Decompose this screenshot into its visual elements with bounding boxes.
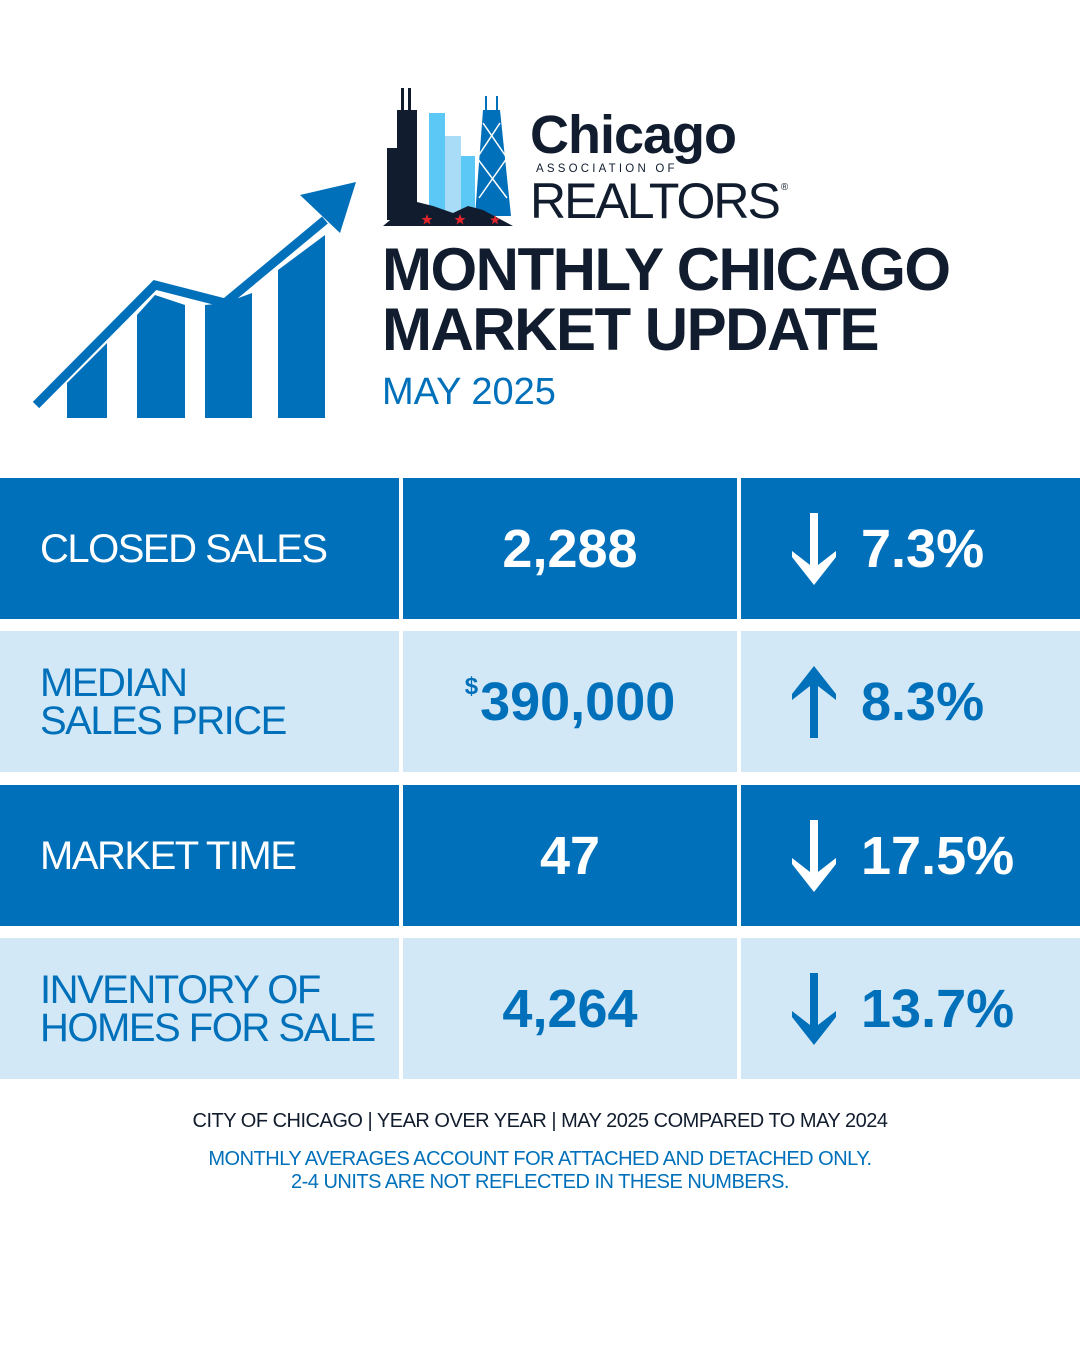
change-percent: 7.3% <box>861 518 985 579</box>
stat-value: 2,288 <box>403 478 737 619</box>
stat-row-inventory: INVENTORY OF HOMES FOR SALE 4,264 13.7% <box>0 938 1080 1079</box>
stat-value: $390,000 <box>403 631 737 772</box>
comparison-note: CITY OF CHICAGO | YEAR OVER YEAR | MAY 2… <box>192 1110 888 1132</box>
title-line-1: MONTHLY CHICAGO <box>382 236 951 303</box>
logo-realtors-row: REALTORS ® <box>530 176 788 226</box>
star-icon <box>421 214 500 225</box>
stat-change: 7.3% <box>741 478 1080 619</box>
stat-value: 4,264 <box>403 938 737 1079</box>
stat-label: MEDIAN SALES PRICE <box>0 631 399 772</box>
label-line-1: INVENTORY OF <box>40 967 321 1012</box>
stat-change: 8.3% <box>741 631 1080 772</box>
title-line-2: MARKET UPDATE <box>382 296 880 363</box>
change-percent: 8.3% <box>861 671 985 732</box>
label-line-2: HOMES FOR SALE <box>40 1005 376 1050</box>
stat-change: 17.5% <box>741 785 1080 926</box>
logo-chicago: Chicago <box>530 105 737 165</box>
skyline-logo-icon <box>383 88 513 226</box>
logo-registered-mark: ® <box>780 182 789 193</box>
stat-label: MARKET TIME <box>0 785 399 926</box>
arrow-up-icon <box>792 665 836 738</box>
report-date: MAY 2025 <box>382 371 556 413</box>
change-percent: 13.7% <box>861 978 1015 1039</box>
disclaimer-note: MONTHLY AVERAGES ACCOUNT FOR ATTACHED AN… <box>0 1148 1080 1194</box>
stat-label: INVENTORY OF HOMES FOR SALE <box>0 938 399 1079</box>
disclaimer-line-2: 2-4 UNITS ARE NOT REFLECTED IN THESE NUM… <box>291 1171 789 1193</box>
logo-realtors: REALTORS <box>530 173 781 229</box>
stat-value: 47 <box>403 785 737 926</box>
label-line-1: MEDIAN <box>40 660 188 705</box>
logo-wordmark: Chicago ASSOCIATION OF REALTORS ® <box>530 108 788 226</box>
label-line-2: SALES PRICE <box>40 698 287 743</box>
stat-row-closed-sales: CLOSED SALES 2,288 7.3% <box>0 478 1080 619</box>
change-percent: 17.5% <box>861 825 1015 886</box>
stat-row-median-price: MEDIAN SALES PRICE $390,000 8.3% <box>0 631 1080 772</box>
arrow-down-icon <box>792 819 836 892</box>
stat-label: CLOSED SALES <box>0 478 399 619</box>
value-text: 390,000 <box>480 671 676 732</box>
disclaimer-line-1: MONTHLY AVERAGES ACCOUNT FOR ATTACHED AN… <box>208 1148 872 1170</box>
arrow-down-icon <box>792 972 836 1045</box>
logo-association: ASSOCIATION OF <box>536 163 678 175</box>
stat-change: 13.7% <box>741 938 1080 1079</box>
stat-row-market-time: MARKET TIME 47 17.5% <box>0 785 1080 926</box>
page-title: MONTHLY CHICAGO MARKET UPDATE <box>382 236 951 363</box>
arrow-down-icon <box>792 512 836 585</box>
currency-symbol: $ <box>464 673 479 700</box>
growth-chart-icon <box>32 182 356 418</box>
